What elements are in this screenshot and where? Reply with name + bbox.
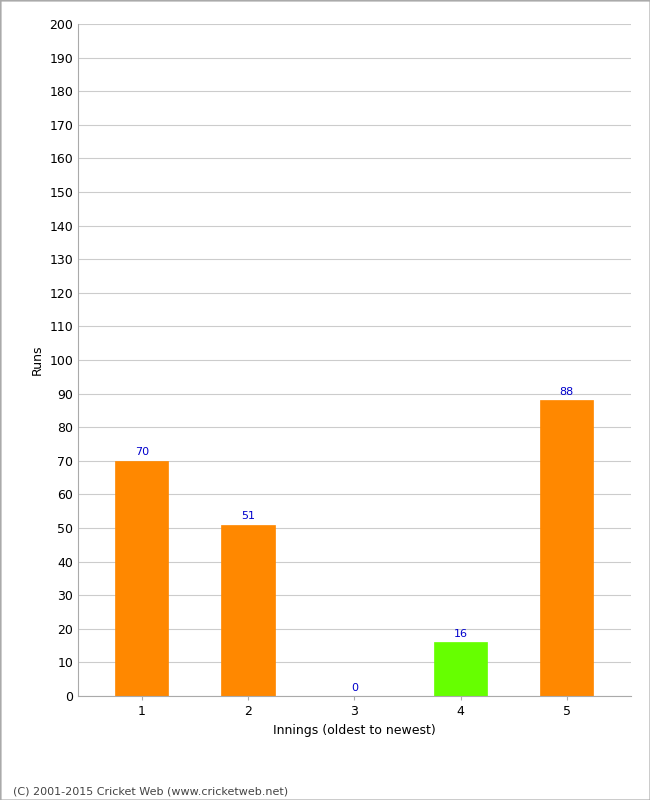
Text: 16: 16 — [454, 629, 467, 639]
Bar — [434, 642, 487, 696]
Y-axis label: Runs: Runs — [31, 345, 44, 375]
Text: (C) 2001-2015 Cricket Web (www.cricketweb.net): (C) 2001-2015 Cricket Web (www.cricketwe… — [13, 786, 288, 796]
Text: 0: 0 — [351, 682, 358, 693]
Text: 51: 51 — [241, 511, 255, 522]
Text: 70: 70 — [135, 447, 149, 458]
Text: 88: 88 — [560, 387, 574, 397]
Bar — [115, 461, 168, 696]
X-axis label: Innings (oldest to newest): Innings (oldest to newest) — [273, 723, 436, 737]
Bar — [540, 400, 593, 696]
Bar — [222, 525, 274, 696]
